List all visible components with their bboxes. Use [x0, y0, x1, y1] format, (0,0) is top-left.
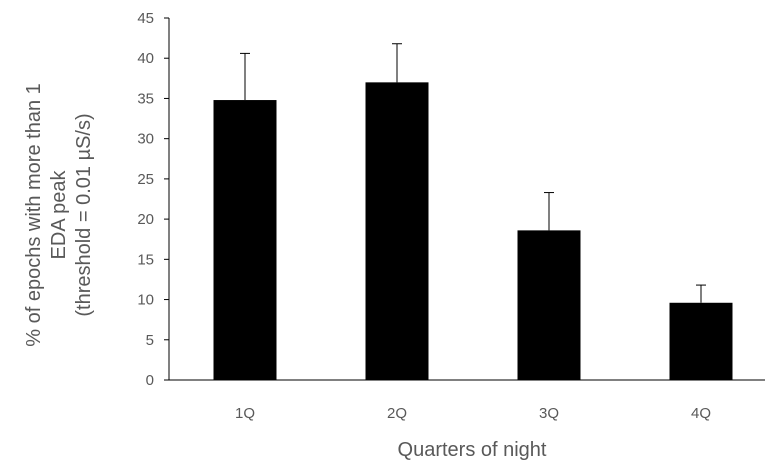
y-axis-title-line-1: % of epochs with more than 1 — [23, 83, 45, 346]
bar-3Q — [517, 230, 581, 380]
bar-1Q — [213, 100, 277, 380]
bar-2Q — [365, 82, 429, 380]
y-axis-title-line-3: (threshold = 0.01 µS/s) — [73, 113, 95, 316]
y-tick-label: 0 — [146, 372, 154, 389]
y-axis-ticks: 0 5 10 15 20 25 30 35 40 45 — [137, 10, 169, 389]
y-tick-label: 10 — [137, 292, 154, 309]
y-axis-title: % of epochs with more than 1 EDA peak (t… — [23, 83, 95, 346]
y-tick-label: 20 — [137, 211, 154, 228]
x-tick-label: 3Q — [539, 405, 559, 422]
error-bars-group — [240, 43, 706, 303]
x-axis-tick-labels: 1Q 2Q 3Q 4Q — [235, 405, 711, 422]
y-tick-label: 5 — [146, 332, 154, 349]
bar-4Q — [669, 302, 733, 380]
x-tick-label: 2Q — [387, 405, 407, 422]
y-tick-label: 15 — [137, 251, 154, 268]
bars-group — [213, 82, 733, 380]
y-tick-label: 30 — [137, 131, 154, 148]
y-tick-label: 35 — [137, 90, 154, 107]
y-tick-label: 45 — [137, 10, 154, 27]
x-tick-label: 1Q — [235, 405, 255, 422]
x-axis-title: Quarters of night — [398, 439, 547, 461]
x-tick-label: 4Q — [691, 405, 711, 422]
y-tick-label: 25 — [137, 171, 154, 188]
y-axis-title-line-2: EDA peak — [48, 170, 70, 260]
y-tick-label: 40 — [137, 50, 154, 67]
